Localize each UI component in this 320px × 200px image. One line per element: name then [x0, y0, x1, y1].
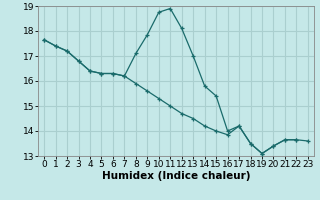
X-axis label: Humidex (Indice chaleur): Humidex (Indice chaleur)	[102, 171, 250, 181]
